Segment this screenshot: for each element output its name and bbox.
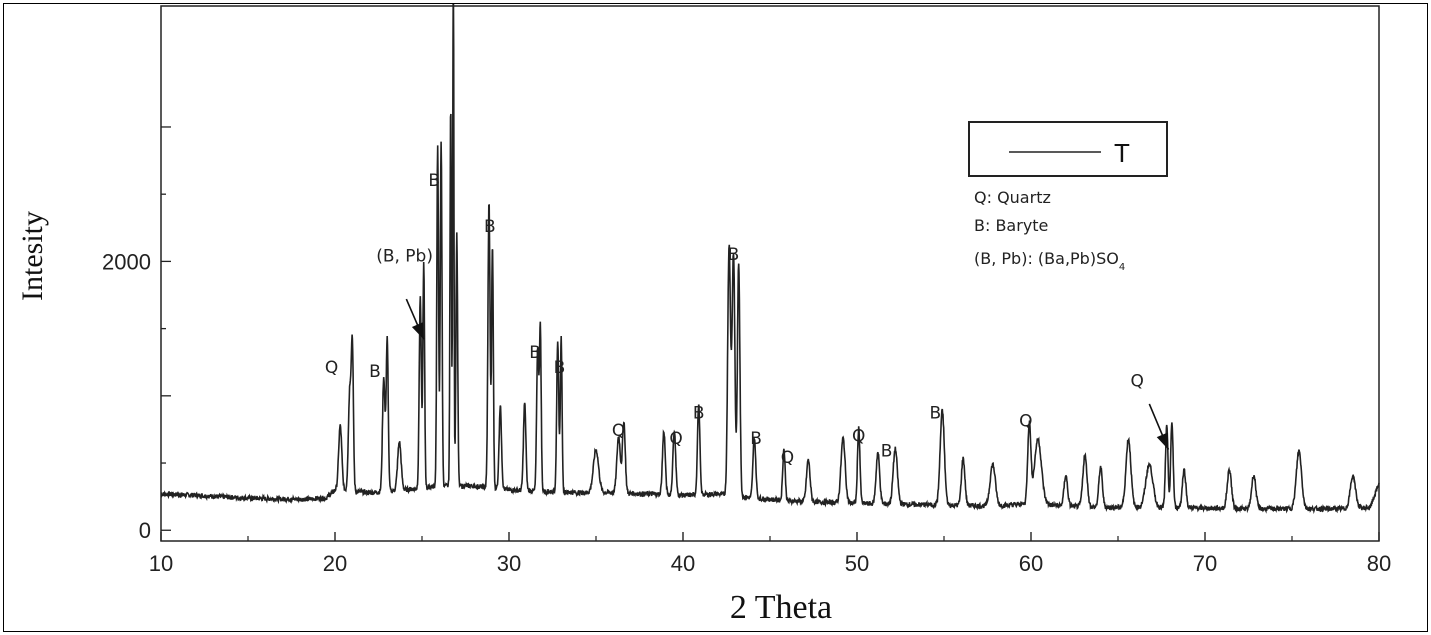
peak-label: Q — [1019, 412, 1032, 432]
peak-label: B — [428, 171, 440, 191]
peak-label: (B, Pb) — [376, 246, 433, 266]
peak-label: Q — [1130, 371, 1143, 391]
peak-label: B — [369, 362, 381, 382]
axis-tick-labels: 10 20 30 40 50 60 70 80 0 2000 — [102, 249, 1391, 576]
peak-label: B — [484, 217, 496, 237]
legend-box — [968, 121, 1168, 177]
x-tick-label: 80 — [1367, 551, 1391, 576]
peak-label: Q — [781, 448, 794, 468]
legend-key-bapb: (B, Pb): (Ba,Pb)SO4 — [974, 249, 1125, 273]
legend-key-bapb-subscript: 4 — [1119, 262, 1125, 273]
x-tick-label: 50 — [845, 551, 869, 576]
peak-label: B — [929, 404, 941, 424]
peak-label: B — [750, 429, 762, 449]
y-tick-label: 0 — [139, 518, 151, 543]
axis-ticks — [160, 126, 1380, 541]
x-tick-label: 20 — [323, 551, 347, 576]
peak-arrows — [405, 298, 1170, 450]
peak-label: Q — [852, 427, 865, 447]
x-tick-label: 40 — [671, 551, 695, 576]
x-tick-label: 60 — [1019, 551, 1043, 576]
x-axis-title: 2 Theta — [730, 589, 832, 626]
series-line-t — [160, 4, 1380, 515]
peak-label: Q — [669, 429, 682, 449]
chart-frame: 10 20 30 40 50 60 70 80 0 2000 Q B (B, Pb) B B B B Q Q B B B… — [3, 3, 1428, 632]
peak-label: Q — [325, 358, 338, 378]
peak-label: B — [554, 358, 566, 378]
peak-label: B — [881, 441, 893, 461]
legend: T Q: Quartz B: Baryte (B, Pb): (Ba,Pb)SO… — [968, 121, 1168, 273]
legend-series-label: T — [1114, 138, 1130, 168]
arrow-head — [1156, 432, 1169, 450]
x-tick-label: 30 — [497, 551, 521, 576]
plot-area — [160, 5, 1380, 542]
peak-label: B — [693, 404, 705, 424]
legend-key-quartz: Q: Quartz — [974, 188, 1051, 207]
legend-key-bapb-text: (B, Pb): (Ba,Pb)SO — [974, 249, 1119, 268]
x-tick-label: 70 — [1193, 551, 1217, 576]
peak-label: B — [529, 343, 541, 363]
x-tick-label: 10 — [149, 551, 173, 576]
peak-label: B — [728, 245, 740, 265]
y-tick-label: 2000 — [102, 249, 151, 274]
y-axis-title: Intesity — [16, 211, 49, 301]
legend-key-baryte: B: Baryte — [974, 216, 1048, 235]
arrow-head — [411, 322, 424, 340]
peak-label: Q — [612, 421, 625, 441]
